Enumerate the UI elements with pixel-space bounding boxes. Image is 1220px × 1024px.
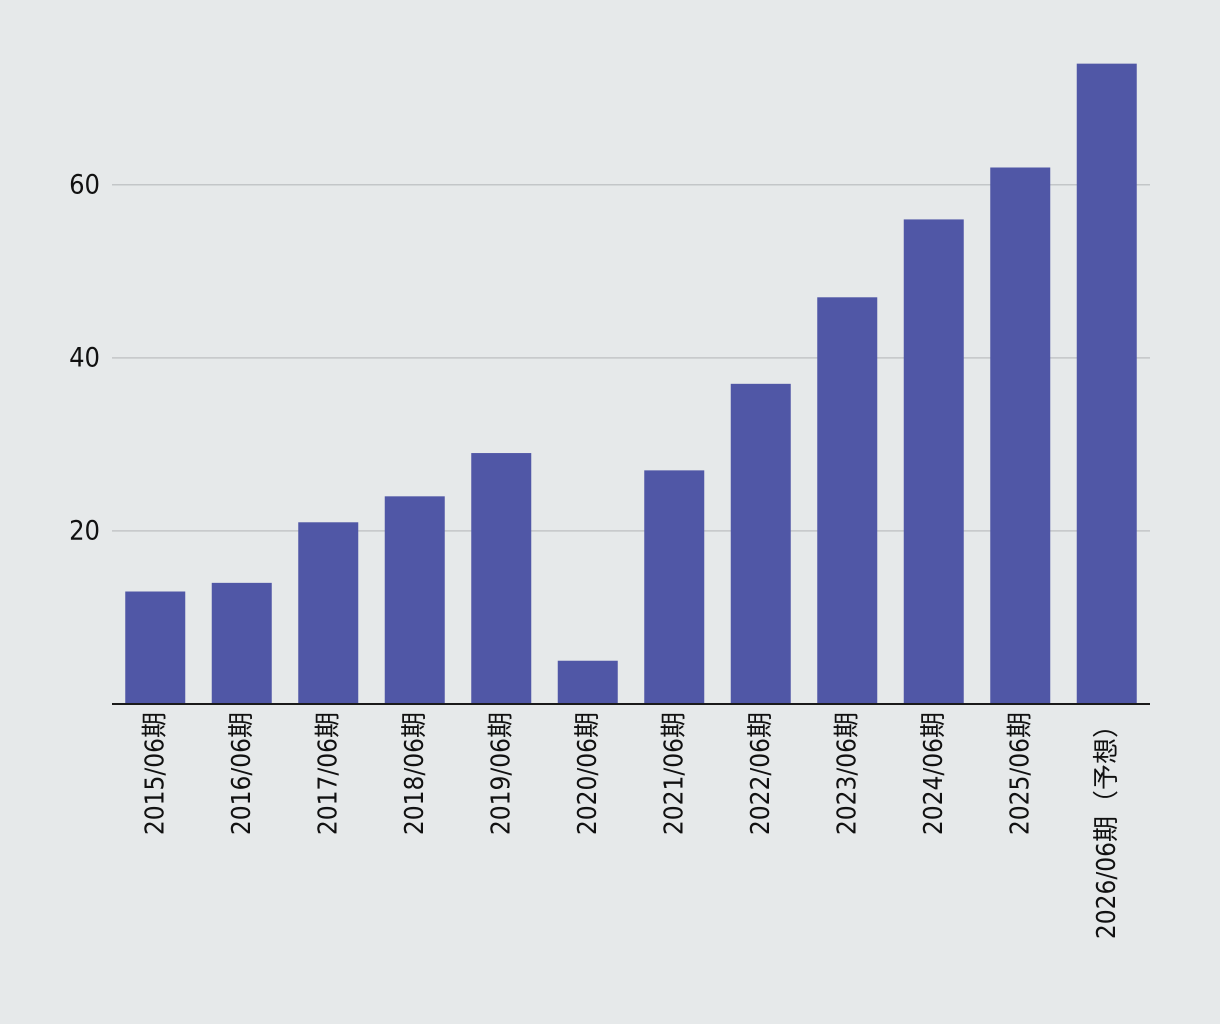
x-tick-label: 2015/06期 (140, 712, 170, 835)
y-tick-label: 20 (69, 515, 100, 546)
x-tick-label: 2016/06期 (227, 712, 257, 835)
x-tick-label: 2023/06期 (832, 712, 862, 835)
bar-layer (125, 63, 1137, 705)
bar (211, 582, 272, 704)
bar (644, 470, 705, 704)
x-tick-label: 2017/06期 (313, 712, 343, 835)
x-tick-label: 2020/06期 (573, 712, 603, 835)
bar (557, 660, 618, 704)
bar (730, 383, 791, 704)
x-tick-label: 2025/06期 (1005, 712, 1035, 835)
y-tick-label: 40 (69, 342, 100, 373)
bar (817, 297, 878, 704)
bar (384, 496, 445, 704)
label-layer: 20 40 60 2015/06期 2016/06期 2017/06期 2018/06期 20… (69, 169, 1122, 939)
x-tick-label: 2021/06期 (659, 712, 689, 835)
y-tick-label: 60 (69, 169, 100, 200)
bar (1076, 63, 1137, 705)
grid-layer (112, 184, 1150, 532)
x-tick-label: 2019/06期 (486, 712, 516, 835)
x-tick-label: 2026/06期（予想） (1092, 712, 1122, 939)
bar (298, 522, 359, 704)
x-tick-label: 2024/06期 (919, 712, 949, 835)
bar (471, 453, 532, 704)
bar (125, 591, 186, 704)
x-tick-label: 2018/06期 (400, 712, 430, 835)
x-tick-label: 2022/06期 (746, 712, 776, 835)
bar (990, 167, 1051, 704)
bar (903, 219, 964, 704)
